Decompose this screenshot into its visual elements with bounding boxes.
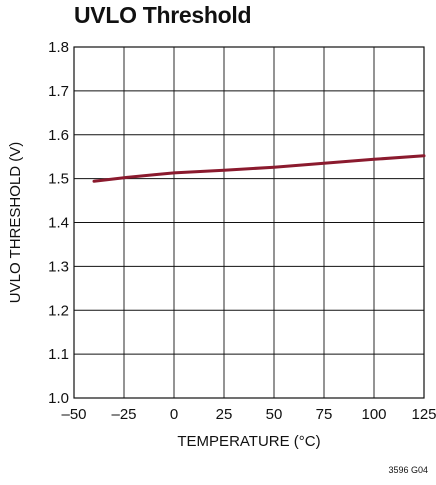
plot-frame (73, 46, 425, 399)
y-tick-label: 1.1 (48, 346, 69, 363)
x-tick-label: 0 (170, 406, 178, 423)
x-tick-label: –25 (111, 406, 136, 423)
y-axis-label: UVLO THRESHOLD (V) (7, 142, 24, 303)
x-tick-label: 125 (411, 406, 436, 423)
grid (73, 46, 425, 399)
x-tick-label: 75 (316, 406, 333, 423)
x-tick-label: 25 (216, 406, 233, 423)
series (92, 154, 426, 183)
chart-title: UVLO Threshold (74, 2, 252, 28)
y-tick-label: 1.0 (48, 390, 69, 407)
y-tick-label: 1.6 (48, 127, 69, 144)
y-tick-label: 1.7 (48, 83, 69, 100)
x-tick-label: 100 (361, 406, 386, 423)
series-line (92, 154, 426, 183)
x-tick-label: 50 (266, 406, 283, 423)
figure-id: 3596 G04 (388, 465, 428, 475)
x-axis-label: TEMPERATURE (°C) (177, 433, 320, 450)
y-tick-label: 1.3 (48, 258, 69, 275)
x-tick-label: –50 (61, 406, 86, 423)
y-tick-label: 1.4 (48, 215, 69, 232)
y-tick-label: 1.2 (48, 302, 69, 319)
y-tick-label: 1.8 (48, 39, 69, 56)
x-tick-labels: –50 –25 0 25 50 75 100 125 (61, 406, 436, 423)
y-tick-label: 1.5 (48, 171, 69, 188)
y-tick-labels: 1.0 1.1 1.2 1.3 1.4 1.5 1.6 1.7 1.8 (48, 39, 69, 407)
